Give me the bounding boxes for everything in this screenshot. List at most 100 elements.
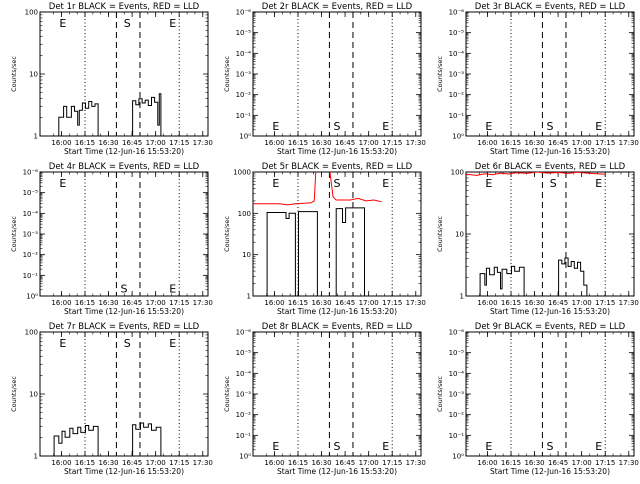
x-axis-label: Start Time (12-Jun-16 15:53:20) <box>277 147 397 156</box>
plot-frame <box>465 331 635 457</box>
x-tick-label: 16:30 <box>98 459 118 467</box>
x-tick-label: 17:00 <box>359 299 379 307</box>
y-tick-label: 1 <box>34 453 38 461</box>
interval-marker-e: E <box>169 283 176 296</box>
y-tick-label: 10⁻⁵ <box>236 349 252 357</box>
chart-title: Det 3r BLACK = Events, RED = LLD <box>475 2 626 12</box>
plot-frame <box>39 171 209 297</box>
y-tick-label: 10⁰ <box>452 133 464 141</box>
events-series-line <box>53 425 99 456</box>
x-tick-label: 17:15 <box>382 139 402 147</box>
x-tick-label: 16:45 <box>548 139 568 147</box>
y-axis-label: Counts/sec <box>223 216 231 252</box>
plot-frame <box>252 331 422 457</box>
events-series-line <box>132 93 162 136</box>
interval-marker-e: E <box>485 440 492 453</box>
plot-frame <box>465 171 635 297</box>
y-tick-label: 10⁰ <box>239 133 251 141</box>
interval-marker-e: E <box>485 177 492 190</box>
x-tick-label: 16:15 <box>501 139 521 147</box>
y-tick-label: 10⁻⁴ <box>449 50 465 58</box>
y-tick-label: 10 <box>242 251 251 259</box>
interval-marker-s: S <box>550 177 557 190</box>
x-axis-label: Start Time (12-Jun-16 15:53:20) <box>64 467 184 476</box>
x-tick-label: 17:30 <box>193 299 213 307</box>
y-tick-label: 10 <box>29 391 38 399</box>
y-tick-label: 1 <box>34 133 38 141</box>
x-tick-label: 16:30 <box>524 139 544 147</box>
y-tick-label: 10⁻³ <box>449 391 465 399</box>
interval-marker-e: E <box>595 440 602 453</box>
x-tick-label: 17:00 <box>572 299 592 307</box>
y-tick-label: 10⁻¹ <box>236 432 252 440</box>
events-series-line <box>298 211 318 296</box>
y-tick-label: 100 <box>238 210 251 218</box>
interval-marker-e: E <box>485 120 492 133</box>
interval-marker-e: E <box>59 177 66 190</box>
y-tick-label: 1 <box>247 293 251 301</box>
y-tick-label: 10⁻³ <box>23 231 39 239</box>
y-tick-label: 10⁻⁵ <box>449 29 465 37</box>
x-tick-label: 17:15 <box>595 299 615 307</box>
y-axis-label: Counts/sec <box>223 56 231 92</box>
y-tick-label: 10⁻⁴ <box>23 210 39 218</box>
chart-title: Det 6r BLACK = Events, RED = LLD <box>475 162 626 172</box>
x-axis-label: Start Time (12-Jun-16 15:53:20) <box>490 147 610 156</box>
x-tick-label: 16:30 <box>524 459 544 467</box>
x-tick-label: 16:45 <box>122 459 142 467</box>
y-tick-label: 10⁰ <box>26 293 38 301</box>
y-tick-label: 10⁻³ <box>449 71 465 79</box>
lld-series-line <box>253 172 382 206</box>
x-tick-label: 17:30 <box>619 299 639 307</box>
y-axis-label: Counts/sec <box>10 216 18 252</box>
x-tick-label: 17:15 <box>382 299 402 307</box>
chart-panel-8: Det 8r BLACK = Events, RED = LLD 10⁰ 10⁻¹ 1… <box>223 322 426 476</box>
x-tick-label: 16:30 <box>98 299 118 307</box>
interval-marker-s: S <box>334 440 341 453</box>
x-tick-label: 17:15 <box>595 139 615 147</box>
interval-marker-e: E <box>59 17 66 30</box>
y-tick-label: 10⁻² <box>236 91 252 99</box>
x-tick-label: 16:30 <box>524 299 544 307</box>
y-tick-label: 10⁰ <box>239 453 251 461</box>
interval-marker-s: S <box>124 17 131 30</box>
x-tick-label: 17:00 <box>146 139 166 147</box>
x-tick-label: 17:30 <box>406 459 426 467</box>
y-tick-label: 10⁻⁴ <box>236 370 252 378</box>
interval-marker-e: E <box>272 120 279 133</box>
y-tick-label: 10⁻¹ <box>449 432 465 440</box>
x-axis-label: Start Time (12-Jun-16 15:53:20) <box>490 307 610 316</box>
y-tick-label: 1000 <box>233 169 251 177</box>
x-tick-label: 17:00 <box>359 139 379 147</box>
x-axis-label: Start Time (12-Jun-16 15:53:20) <box>277 307 397 316</box>
events-series-line <box>558 257 588 296</box>
y-axis-label: Counts/sec <box>436 56 444 92</box>
y-tick-label: 10⁻¹ <box>236 112 252 120</box>
interval-marker-s: S <box>121 283 128 296</box>
x-tick-label: 17:00 <box>359 459 379 467</box>
interval-marker-s: S <box>547 440 554 453</box>
x-tick-label: 17:30 <box>619 139 639 147</box>
interval-marker-s: S <box>124 337 131 350</box>
events-series-line <box>266 212 296 296</box>
x-tick-label: 16:00 <box>264 139 284 147</box>
x-tick-label: 16:45 <box>122 139 142 147</box>
x-axis-label: Start Time (12-Jun-16 15:53:20) <box>490 467 610 476</box>
x-tick-label: 16:45 <box>335 459 355 467</box>
x-tick-label: 16:45 <box>335 139 355 147</box>
plot-frame <box>252 11 422 137</box>
x-tick-label: 16:30 <box>98 139 118 147</box>
x-tick-label: 16:15 <box>288 459 308 467</box>
x-tick-label: 16:00 <box>477 459 497 467</box>
x-tick-label: 16:45 <box>335 299 355 307</box>
plot-frame <box>465 11 635 137</box>
lld-series-line <box>466 172 606 176</box>
y-tick-label: 10⁻⁶ <box>449 329 465 337</box>
y-axis-label: Counts/sec <box>10 376 18 412</box>
x-tick-label: 16:15 <box>501 299 521 307</box>
plot-frame <box>39 11 209 137</box>
y-tick-label: 100 <box>25 9 38 17</box>
x-tick-label: 17:15 <box>595 459 615 467</box>
y-axis-label: Counts/sec <box>10 56 18 92</box>
y-tick-label: 10⁰ <box>452 453 464 461</box>
